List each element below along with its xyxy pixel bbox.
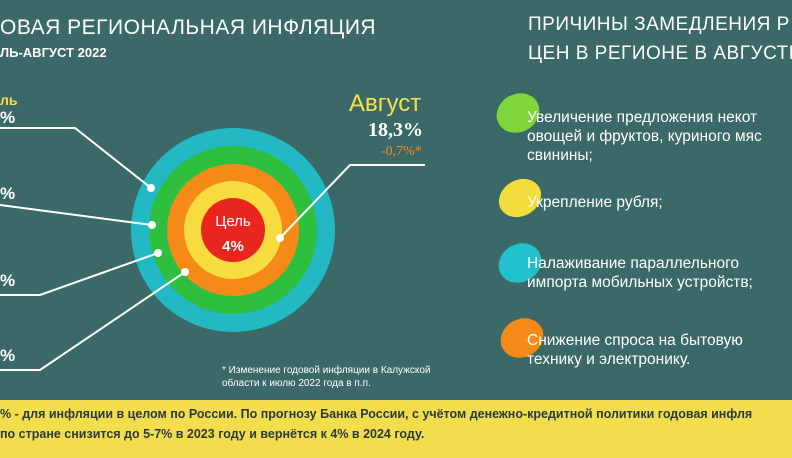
target-label: Цель [215,213,251,230]
target-value: 4% [222,238,244,255]
reason-line: Укрепление рубля; [527,194,663,211]
reason-line: овощей и фруктов, куриного мяс [527,128,762,145]
reason-line: технику и электронику. [527,351,691,368]
reason-line: импорта мобильных устройств; [527,274,753,291]
reasons-title: ПРИЧИНЫ ЗАМЕДЛЕНИЯ Р [528,14,790,35]
left-label: % [0,184,16,203]
left-label: % [0,346,16,365]
reason-line: свинины; [527,147,593,164]
ring-red [201,198,265,262]
footnote: * Изменение годовой инфляции в Калужской [222,365,431,376]
reason-line: Налаживание параллельного [527,255,740,272]
leader-lines [0,127,425,371]
note-line: по стране снизится до 5-7% в 2023 году и… [0,427,425,441]
note-bar: % - для инфляции в целом по России. По п… [0,400,792,458]
footnote: области к июлю 2022 года в п.п. [222,378,371,389]
ring-dots [147,184,284,276]
reasons-title: ЦЕН В РЕГИОНЕ В АВГУСТЕ [528,43,792,64]
title: ОВАЯ РЕГИОНАЛЬНАЯ ИНФЛЯЦИЯ [0,16,377,39]
left-label: ль [0,92,18,108]
left-label: % [0,108,16,127]
august-label: Август [349,90,422,117]
august-value: 18,3% [368,119,423,141]
august-change: -0,7%* [381,144,422,159]
reason-line: Снижение спроса на бытовую [527,332,743,349]
left-label: % [0,271,16,290]
reason-line: Увеличение предложения некот [527,109,758,126]
note-line: % - для инфляции в целом по России. По п… [0,407,753,421]
period: ЛЬ-АВГУСТ 2022 [0,45,107,60]
reason-blobs [496,93,544,358]
